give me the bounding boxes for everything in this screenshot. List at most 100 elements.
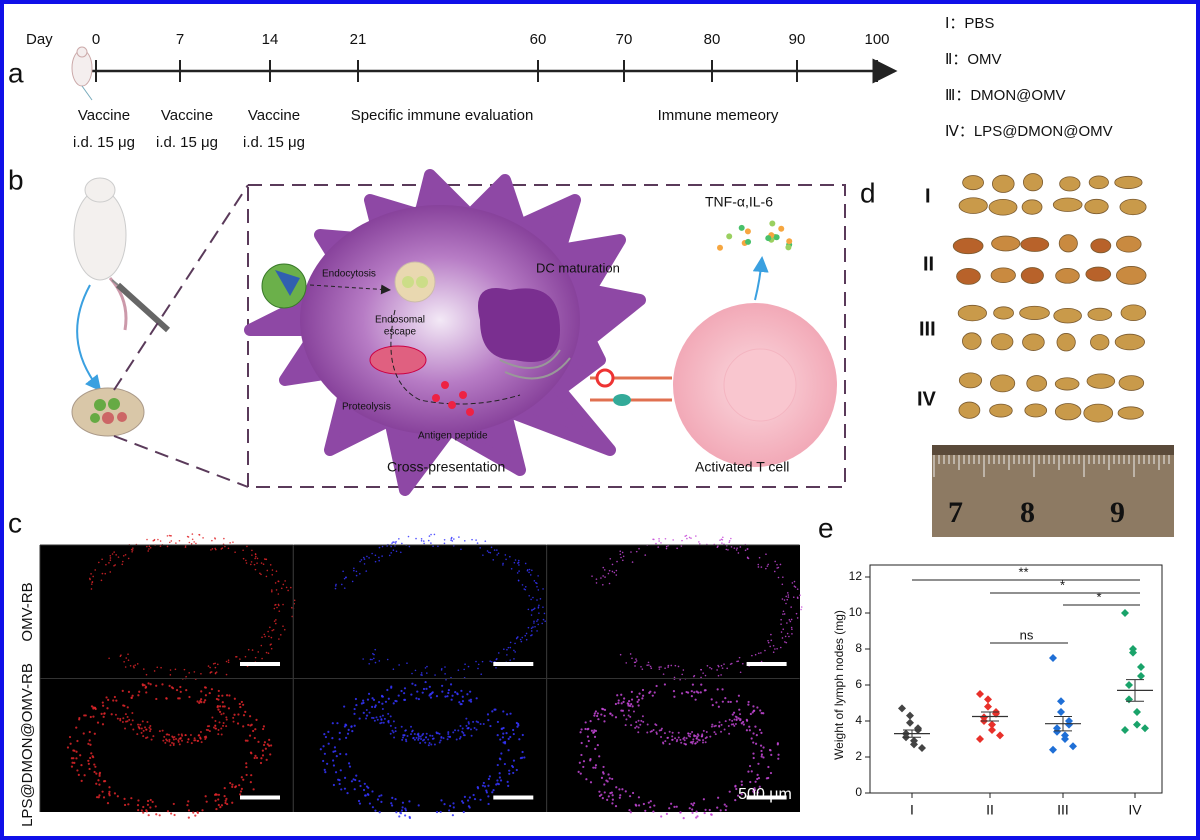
fluorescence-dot <box>87 742 90 745</box>
fluorescence-dot <box>233 697 236 700</box>
fluorescence-dot <box>200 672 202 675</box>
fluorescence-dot <box>457 729 460 732</box>
fluorescence-dot <box>190 742 193 745</box>
fluorescence-dot <box>232 541 234 543</box>
fluorescence-dot <box>335 755 338 758</box>
lymph-node <box>1054 377 1080 391</box>
lymph-node <box>1114 333 1145 351</box>
fluorescence-dot <box>777 576 780 579</box>
fluorescence-dot <box>730 723 733 726</box>
fluorescence-dot <box>461 800 464 803</box>
fluorescence-dot <box>389 732 392 735</box>
timeline-tick-label: 90 <box>789 31 806 48</box>
fluorescence-dot <box>753 787 756 790</box>
fluorescence-dot <box>691 731 694 734</box>
fluorescence-dot <box>443 803 446 806</box>
fluorescence-dot <box>353 567 355 570</box>
fluorescence-dot <box>237 713 240 716</box>
fluorescence-dot <box>585 778 588 781</box>
fluorescence-dot <box>410 733 413 736</box>
fluorescence-dot <box>785 595 788 598</box>
fluorescence-dot <box>115 699 118 702</box>
fluorescence-dot <box>646 723 649 726</box>
fluorescence-dot <box>760 660 763 663</box>
fluorescence-dot <box>199 730 202 733</box>
fluorescence-dot <box>392 668 395 671</box>
fluorescence-dot <box>601 707 604 710</box>
fluorescence-dot <box>505 713 509 716</box>
fluorescence-dot <box>140 727 143 730</box>
fluorescence-dot <box>70 765 74 768</box>
fluorescence-dot <box>620 693 623 696</box>
fluorescence-dot <box>132 665 135 667</box>
fluorescence-dot <box>424 741 427 744</box>
fluorescence-dot <box>735 718 738 721</box>
fluorescence-dot <box>611 794 614 797</box>
fluorescence-dot <box>723 728 726 731</box>
fluorescence-dot <box>112 699 115 702</box>
fluorescence-dot <box>671 735 674 738</box>
fluorescence-dot <box>196 700 199 703</box>
fluorescence-dot <box>269 564 272 566</box>
fluorescence-dot <box>487 802 490 806</box>
fluorescence-dot <box>640 719 643 722</box>
schematic-label: Cross-presentation <box>387 459 505 475</box>
fluorescence-dot <box>611 563 614 566</box>
fluorescence-dot <box>719 809 722 812</box>
fluorescence-dot <box>601 797 604 800</box>
fluorescence-dot <box>757 563 760 566</box>
lymph-node <box>1084 198 1109 215</box>
fluorescence-dot <box>369 658 372 661</box>
fluorescence-dot <box>627 702 630 706</box>
fluorescence-dot <box>188 541 191 544</box>
fluorescence-dot <box>97 796 100 799</box>
fluorescence-dot <box>381 545 384 548</box>
fluorescence-dot <box>692 738 695 741</box>
fluorescence-dot <box>465 724 468 727</box>
fluorescence-dot <box>92 715 95 718</box>
fluorescence-dot <box>464 663 466 666</box>
fluorescence-dot <box>670 664 673 667</box>
fluorescence-dot <box>720 664 723 667</box>
fluorescence-dot <box>754 788 757 792</box>
lymph-node <box>989 403 1013 418</box>
fluorescence-dot <box>269 753 272 756</box>
fluorescence-dot <box>530 598 532 601</box>
fluorescence-dot <box>168 534 171 537</box>
fluorescence-dot <box>122 555 125 557</box>
fluorescence-dot <box>232 720 235 723</box>
fluorescence-dot <box>728 732 731 735</box>
fluorescence-dot <box>98 561 100 564</box>
fluorescence-dot <box>426 672 428 674</box>
fluorescence-dot <box>462 732 465 735</box>
fluorescence-dot <box>503 740 507 744</box>
fluorescence-dot <box>66 746 70 749</box>
fluorescence-dot <box>414 669 417 672</box>
fluorescence-dot <box>730 546 733 548</box>
fluorescence-dot <box>155 684 158 687</box>
fluorescence-dot <box>249 781 252 784</box>
fluorescence-dot <box>451 694 454 697</box>
fluorescence-dot <box>227 659 230 661</box>
fluorescence-dot <box>479 547 481 549</box>
fluorescence-dot <box>362 556 365 559</box>
fluorescence-dot <box>293 599 296 602</box>
fluorescence-dot <box>215 671 218 673</box>
fluorescence-dot <box>710 813 713 816</box>
fluorescence-dot <box>667 664 670 667</box>
fluorescence-dot <box>275 619 277 621</box>
fluorescence-dot <box>322 759 325 763</box>
fluorescence-dot <box>401 806 404 809</box>
fluorescence-dot <box>148 726 151 729</box>
fluorescence-dot <box>593 712 596 715</box>
fluorescence-dot <box>429 693 432 696</box>
fluorescence-dot <box>634 665 636 667</box>
fluorescence-dot <box>507 784 510 787</box>
fluorescence-dot <box>523 588 526 590</box>
fluorescence-dot <box>210 671 213 673</box>
fluorescence-dot <box>752 756 755 760</box>
fluorescence-dot <box>512 728 515 732</box>
fluorescence-dot <box>485 789 488 792</box>
fluorescence-dot <box>423 542 425 545</box>
fluorescence-dot <box>725 548 728 551</box>
